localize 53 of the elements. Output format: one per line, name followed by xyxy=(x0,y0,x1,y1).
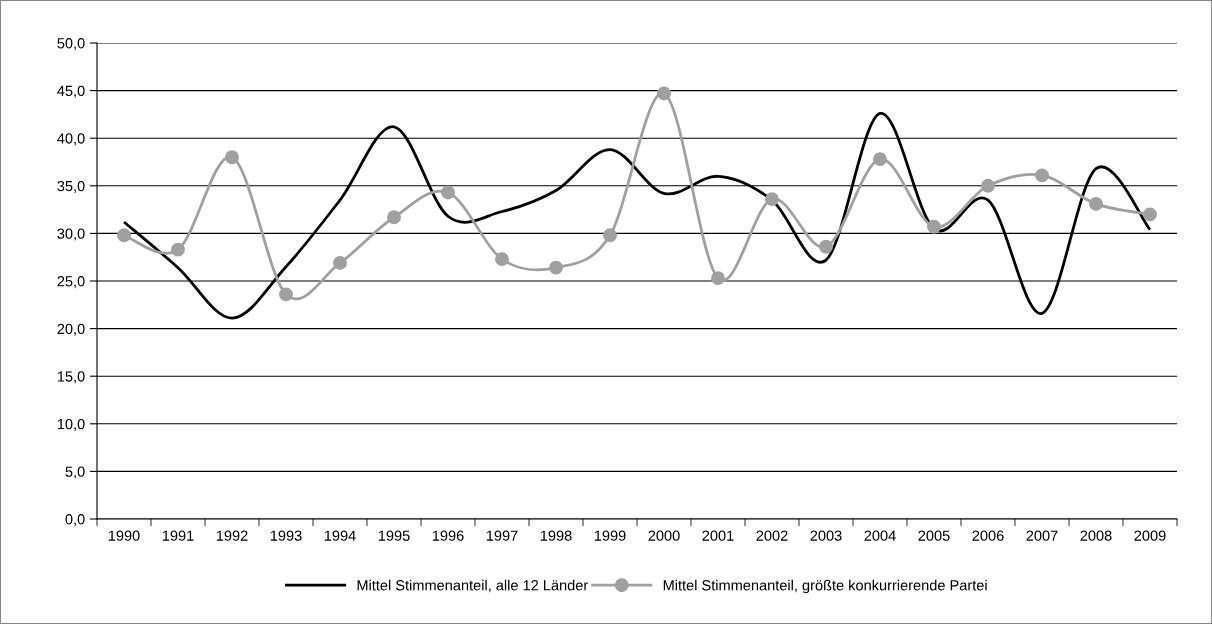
point xyxy=(1089,196,1103,211)
point xyxy=(603,228,617,243)
x-tick-label: 1994 xyxy=(324,530,356,541)
x-tick-label: 1995 xyxy=(378,530,410,541)
x-tick-label: 2005 xyxy=(918,530,950,541)
y-tick-label: 10,0 xyxy=(57,418,85,431)
point xyxy=(873,152,887,167)
x-tick-label: 1997 xyxy=(486,530,518,541)
point xyxy=(711,271,725,286)
x-tick-label: 1998 xyxy=(540,530,572,541)
point xyxy=(225,150,239,165)
x-tick-label: 2007 xyxy=(1026,530,1058,541)
point xyxy=(657,86,671,101)
point xyxy=(117,228,131,243)
y-tick-label: 25,0 xyxy=(57,276,85,289)
y-tick-label: 15,0 xyxy=(57,371,85,384)
x-tick-label: 2008 xyxy=(1080,530,1112,541)
x-tick-label: 2003 xyxy=(810,530,842,541)
x-tick-label: 2001 xyxy=(702,530,734,541)
point xyxy=(765,192,779,207)
x-tick-label: 2000 xyxy=(648,530,680,541)
x-tick-label: 1990 xyxy=(108,530,140,541)
point xyxy=(981,178,995,193)
x-tick-label: 2006 xyxy=(972,530,1004,541)
point xyxy=(495,252,509,267)
point xyxy=(927,219,941,234)
x-tick-label: 2004 xyxy=(864,530,896,541)
x-tick-label: 1993 xyxy=(270,530,302,541)
y-tick-label: 0,0 xyxy=(65,514,85,527)
legend-label: Mittel Stimmenanteil, alle 12 Länder xyxy=(357,579,588,593)
y-tick-label: 5,0 xyxy=(65,466,85,479)
point xyxy=(387,210,401,225)
y-tick-label: 35,0 xyxy=(57,180,85,193)
x-tick-label: 1996 xyxy=(432,530,464,541)
point xyxy=(1143,207,1157,222)
x-tick-label: 1991 xyxy=(162,530,194,541)
point xyxy=(549,260,563,275)
y-tick-label: 30,0 xyxy=(57,228,85,241)
y-tick-label: 50,0 xyxy=(57,38,85,51)
point xyxy=(441,185,455,200)
x-tick-label: 2002 xyxy=(756,530,788,541)
y-tick-label: 45,0 xyxy=(57,85,85,98)
y-tick-label: 20,0 xyxy=(57,323,85,336)
point xyxy=(819,239,833,254)
x-tick-label: 1999 xyxy=(594,530,626,541)
x-tick-label: 2009 xyxy=(1134,530,1166,541)
point xyxy=(279,287,293,302)
x-tick-label: 1992 xyxy=(216,530,248,541)
y-tick-label: 40,0 xyxy=(57,133,85,146)
point xyxy=(171,242,185,257)
point xyxy=(333,255,347,270)
point xyxy=(1035,168,1049,183)
legend-label: Mittel Stimmenanteil, größte konkurrierende Partei xyxy=(663,579,987,594)
